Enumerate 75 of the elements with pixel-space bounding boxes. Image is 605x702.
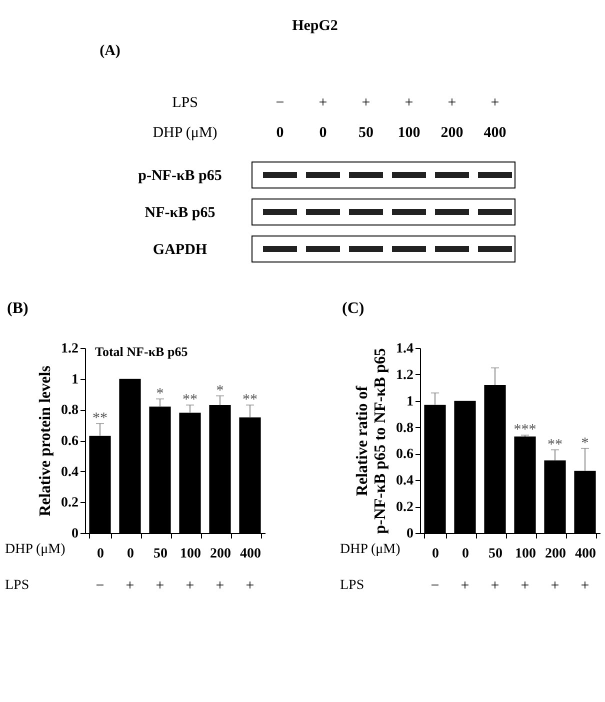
text: + [404, 95, 414, 111]
category-label: 200 [440, 125, 464, 141]
text: + [246, 578, 254, 594]
category-label: 0 [276, 125, 284, 141]
text: + [490, 578, 500, 594]
x-tick-label: 200 [210, 546, 231, 562]
x-axis-title: DHP (μM) [340, 542, 401, 557]
x-tick-label: 50 [488, 546, 502, 562]
y-tick-label: 0.4 [396, 474, 414, 489]
text: − [430, 578, 440, 594]
text: (B) [7, 300, 28, 317]
y-axis-title: Relative ratio of p-NF-κB p65 to NF-κB p65 [354, 348, 389, 534]
text: + [448, 95, 456, 111]
category-label: 100 [398, 125, 420, 141]
data-label: ** [182, 392, 198, 408]
category-label: 400 [484, 125, 506, 141]
text: + [460, 578, 470, 594]
text: LPS [172, 95, 198, 111]
text: + [362, 95, 370, 111]
y-tick-label: 0.4 [61, 464, 78, 480]
text: − [96, 578, 104, 594]
text: GAPDH [152, 242, 208, 258]
text: + [580, 578, 590, 594]
text: NF-κB p65 [144, 205, 216, 221]
y-tick-label: 0.2 [396, 500, 414, 516]
y-tick-label: 1.4 [396, 342, 414, 356]
text: LPS [5, 578, 30, 593]
y-tick-label: 1.2 [61, 342, 78, 356]
data-label: *** [514, 422, 536, 438]
x-tick-label: 100 [515, 546, 536, 562]
y-tick-label: 0.2 [61, 496, 78, 511]
text: + [156, 578, 164, 594]
data-label: ** [242, 392, 258, 408]
x-tick-label: 50 [154, 546, 168, 562]
x-axis-title: DHP (μM) [5, 542, 66, 557]
data-label: ** [92, 410, 108, 427]
category-label: 50 [358, 125, 374, 141]
data-label: ** [548, 436, 562, 453]
x-tick-label: 100 [180, 546, 201, 562]
text: + [520, 578, 530, 594]
x-tick-label: 0 [462, 546, 469, 562]
x-tick-label: 0 [97, 546, 104, 562]
data-label: * [581, 435, 589, 452]
data-label: * [216, 382, 224, 399]
text: + [318, 95, 328, 111]
x-tick-label: 0 [127, 546, 134, 562]
y-tick-label: 0 [406, 526, 414, 542]
y-tick-label: 0.6 [61, 434, 78, 449]
text: (A) [100, 43, 120, 59]
text: + [550, 578, 560, 594]
text: HepG2 [292, 18, 338, 34]
y-tick-label: 1.2 [396, 368, 414, 383]
y-tick-label: 0.8 [396, 420, 414, 436]
y-tick-label: 1 [406, 394, 414, 410]
y-tick-label: 0 [72, 526, 78, 542]
y-axis-title: Relative protein levels [37, 366, 54, 516]
text: + [186, 578, 194, 594]
text: − [276, 95, 284, 111]
x-tick-label: 0 [432, 546, 439, 562]
y-tick-label: 1 [72, 372, 78, 388]
chart-title: Total NF-κB p65 [95, 344, 188, 359]
text: DHP (μM) [152, 125, 218, 141]
data-label: * [156, 386, 164, 402]
text: + [216, 578, 224, 594]
text: (C) [342, 300, 364, 317]
y-tick-label: 0.6 [396, 447, 414, 462]
x-tick-label: 400 [240, 546, 261, 562]
text: + [126, 578, 134, 594]
text: + [490, 95, 500, 111]
text: p-NF-κB p65 [138, 168, 222, 184]
y-tick-label: 0.8 [61, 403, 78, 418]
x-tick-label: 400 [575, 546, 596, 562]
text: LPS [340, 578, 364, 593]
category-label: 0 [319, 125, 327, 141]
x-tick-label: 200 [545, 546, 566, 562]
